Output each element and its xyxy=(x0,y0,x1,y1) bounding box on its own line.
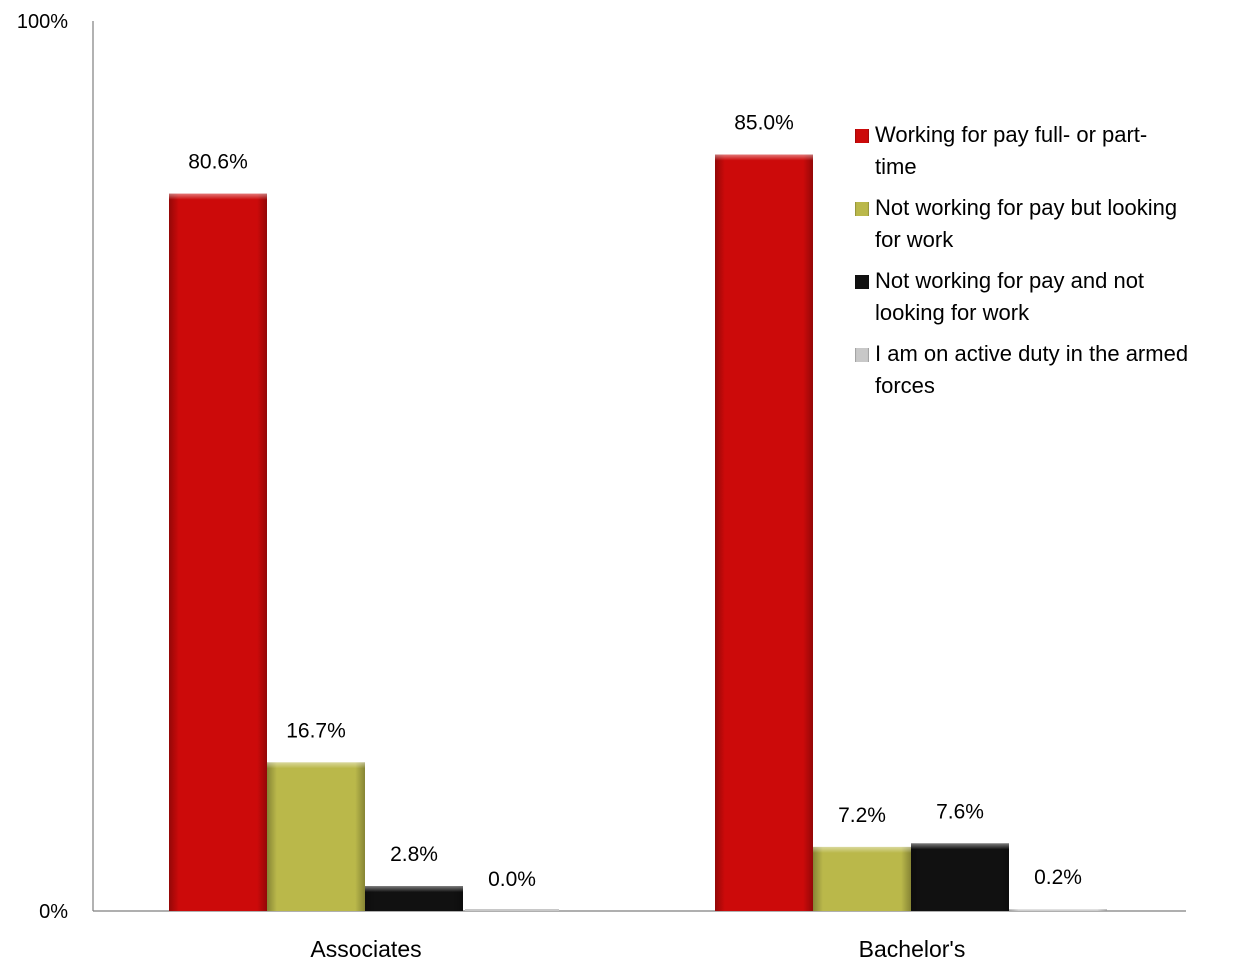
bar xyxy=(715,154,813,911)
bar-shade xyxy=(267,762,365,911)
legend-swatch-shade xyxy=(855,275,869,289)
bar-highlight xyxy=(715,154,813,161)
legend-swatch-shade xyxy=(855,348,869,362)
data-labels: 80.6% 85.0% 16.7% 7.2% 2.8% 7.6% 0.0% 0.2% xyxy=(188,112,1082,892)
data-label: 7.6% xyxy=(936,800,984,823)
bar xyxy=(813,846,911,911)
data-label: 7.2% xyxy=(838,804,886,827)
legend-label: Not working for pay but looking xyxy=(875,195,1177,220)
legend-label: for work xyxy=(875,227,954,252)
legend-item: Working for pay full- or part-time xyxy=(855,122,1147,179)
y-tick-label: 0% xyxy=(39,901,68,923)
bar xyxy=(1009,909,1107,911)
bar xyxy=(365,886,463,911)
legend-label: time xyxy=(875,154,917,179)
legend-item: Not working for pay but looking for work xyxy=(855,195,1177,252)
legend-item: I am on active duty in the armed forces xyxy=(855,341,1188,398)
legend-label: Working for pay full- or part- xyxy=(875,122,1147,147)
bar xyxy=(267,762,365,911)
data-label: 16.7% xyxy=(286,719,346,742)
y-tick-label: 100% xyxy=(17,11,68,33)
data-label: 80.6% xyxy=(188,151,248,174)
bar-shade xyxy=(715,154,813,911)
x-category-label: Associates xyxy=(310,936,421,962)
legend-swatch-shade xyxy=(855,129,869,143)
bar xyxy=(169,193,267,911)
legend-label: looking for work xyxy=(875,300,1030,325)
bars xyxy=(169,154,1107,911)
legend: Working for pay full- or part-time Not wo… xyxy=(855,122,1188,398)
legend-label: forces xyxy=(875,373,935,398)
bar-shade xyxy=(911,843,1009,911)
data-label: 2.8% xyxy=(390,843,438,866)
bar-highlight xyxy=(1009,909,1107,911)
data-label: 85.0% xyxy=(734,112,794,135)
bar xyxy=(911,843,1009,911)
x-category-label: Bachelor's xyxy=(859,936,966,962)
bar-highlight xyxy=(267,762,365,769)
bar-highlight xyxy=(365,886,463,893)
bar-shade xyxy=(813,846,911,911)
bar-highlight xyxy=(813,846,911,853)
bar-highlight xyxy=(169,193,267,200)
legend-swatch-shade xyxy=(855,202,869,216)
legend-label: I am on active duty in the armed xyxy=(875,341,1188,366)
bar-shade xyxy=(169,193,267,911)
data-label: 0.0% xyxy=(488,868,536,891)
legend-item: Not working for pay and not looking for w… xyxy=(855,268,1144,325)
data-label: 0.2% xyxy=(1034,866,1082,889)
legend-label: Not working for pay and not xyxy=(875,268,1144,293)
bar-highlight xyxy=(911,843,1009,850)
